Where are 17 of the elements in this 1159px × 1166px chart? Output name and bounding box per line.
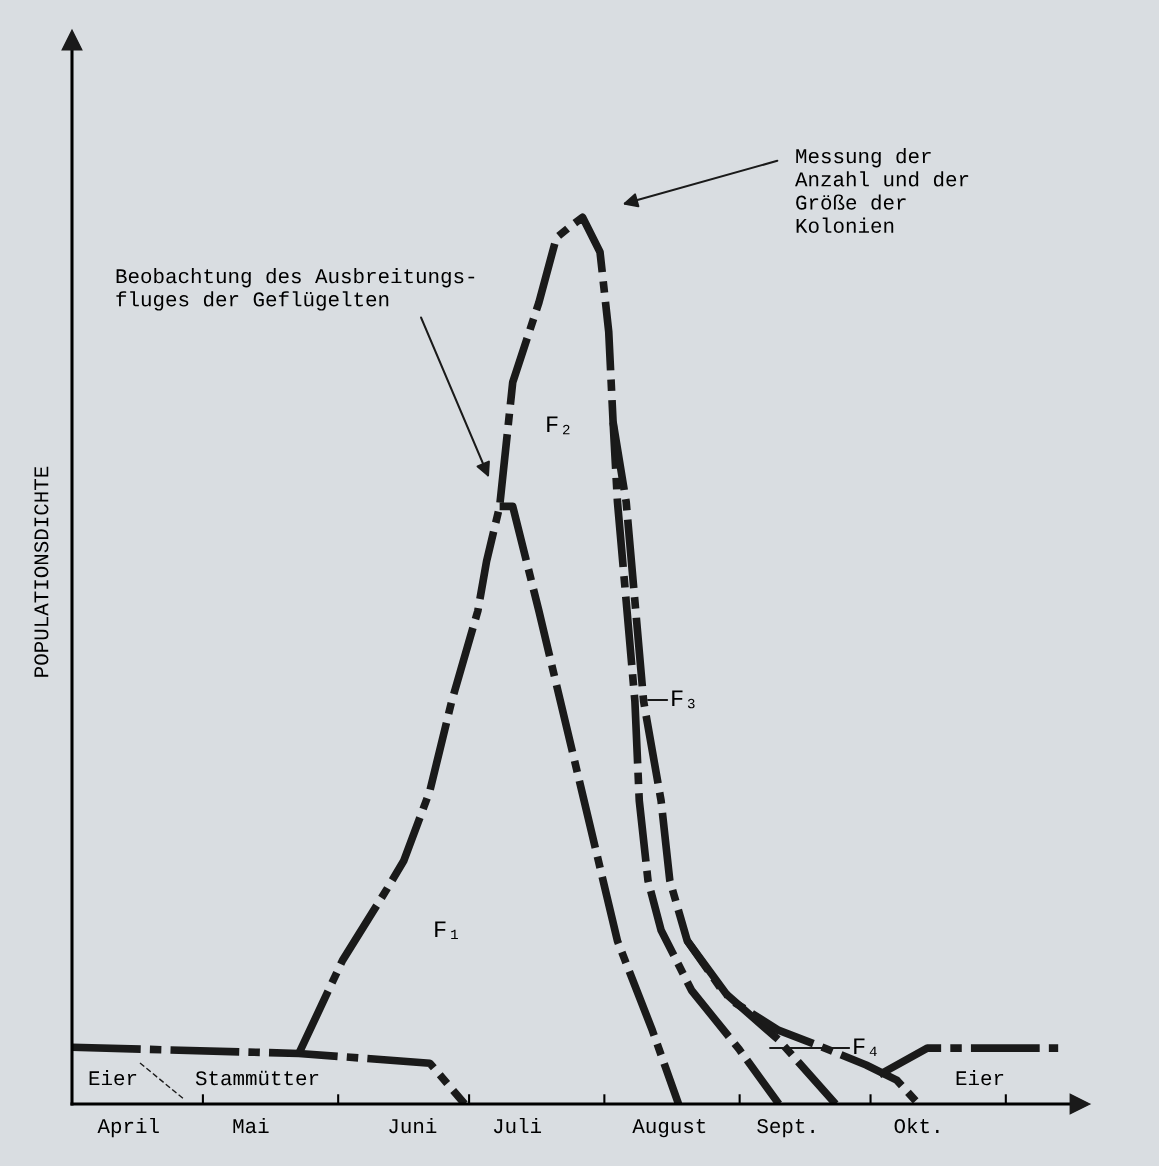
x-tick-label: Mai [233, 1117, 269, 1134]
annotation: Eier [89, 1070, 137, 1086]
annotation: F₃ [672, 690, 695, 709]
annotation: F₁ [435, 921, 458, 940]
x-tick-label: April [97, 1117, 159, 1138]
y-axis-title: POPULATIONSDICHTE [34, 466, 49, 677]
annotation: F₂ [547, 416, 570, 435]
annotation: F₄ [854, 1038, 877, 1057]
x-tick-label: August [632, 1119, 706, 1138]
x-tick-label: Juni [389, 1117, 437, 1134]
annotation: Messung der Anzahl und der Größe der Kolonien [795, 148, 969, 233]
x-tick-label: Sept. [757, 1119, 814, 1138]
x-tick-label: Okt. [894, 1117, 939, 1134]
annotation: Beobachtung des Ausbreitungs- fluges der Geflügelten [116, 268, 475, 311]
x-tick-label: Juli [493, 1117, 542, 1134]
annotation: Eier [956, 1070, 1004, 1086]
annotation: Stammütter [195, 1070, 319, 1086]
